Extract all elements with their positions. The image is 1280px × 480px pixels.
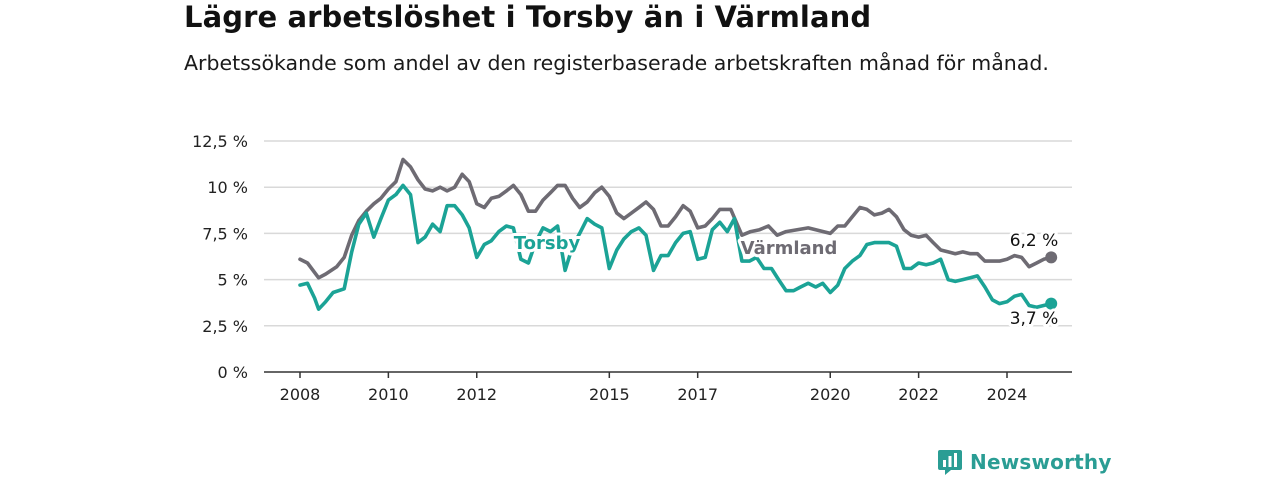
x-tick-label: 2008 — [280, 385, 321, 404]
x-tick-label: 2010 — [368, 385, 409, 404]
y-tick-label: 0 % — [218, 363, 248, 382]
y-tick-label: 12,5 % — [192, 132, 248, 151]
y-tick-label: 5 % — [218, 271, 248, 290]
end-value-varmland: 6,2 % — [1010, 231, 1059, 251]
series-line-värmland — [298, 157, 1053, 280]
y-tick-label: 7,5 % — [202, 224, 248, 243]
chart-title: Lägre arbetslöshet i Torsby än i Värmlan… — [184, 0, 872, 34]
x-tick-label: 2012 — [456, 385, 497, 404]
end-point-värmland — [1045, 251, 1058, 264]
x-tick-label: 2020 — [810, 385, 851, 404]
x-tick-label: 2015 — [589, 385, 630, 404]
brand-name: Newsworthy — [970, 450, 1112, 474]
series-label-torsby: Torsby — [514, 233, 581, 254]
x-tick-label: 2024 — [987, 385, 1028, 404]
x-tick-label: 2022 — [898, 385, 939, 404]
chart-subtitle: Arbetssökande som andel av den registerb… — [184, 51, 1049, 75]
newsworthy-logo: Newsworthy — [937, 448, 1112, 476]
series-line-torsby — [298, 183, 1053, 311]
y-tick-label: 10 % — [207, 178, 248, 197]
bar-chart-badge-icon — [938, 450, 962, 475]
end-point-torsby — [1045, 297, 1058, 310]
series-label-varmland: Värmland — [741, 238, 838, 259]
x-tick-label: 2017 — [677, 385, 718, 404]
y-tick-label: 2,5 % — [202, 317, 248, 336]
end-value-torsby: 3,7 % — [1010, 309, 1059, 329]
